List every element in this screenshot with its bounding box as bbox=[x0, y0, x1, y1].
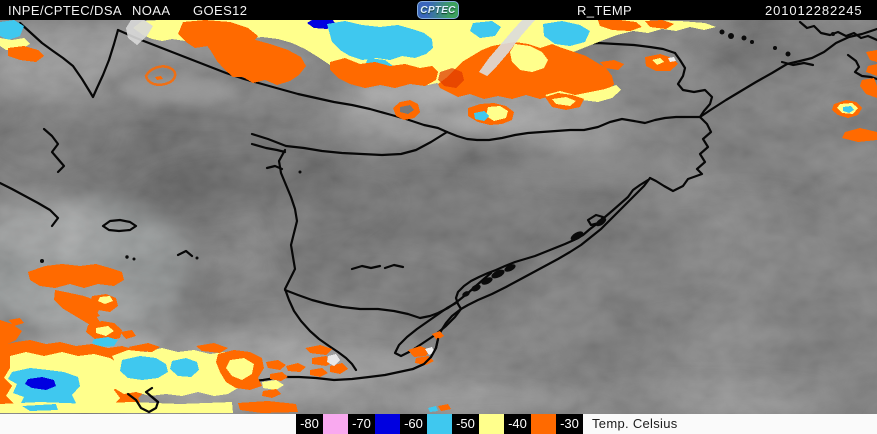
coastline-mid bbox=[648, 51, 714, 193]
legend-swatch bbox=[323, 414, 348, 434]
map-islands bbox=[40, 29, 835, 297]
agency-label: NOAA bbox=[132, 3, 171, 18]
legend-title: Temp. Celsius bbox=[592, 416, 678, 431]
timestamp-label: 201012282245 bbox=[765, 3, 863, 18]
river-fork bbox=[18, 21, 120, 99]
temperature-overlay bbox=[0, 20, 877, 413]
legend-label: -80 bbox=[296, 414, 323, 434]
brazil-uruguay-border bbox=[283, 271, 493, 320]
legend-label: -60 bbox=[400, 414, 427, 434]
satellite-label: GOES12 bbox=[193, 3, 248, 18]
uruguay-river-upper bbox=[250, 130, 449, 157]
legend-swatch bbox=[427, 414, 452, 434]
legend-bar: -80 -70 -60 -50 -40 -30 Temp. Celsius bbox=[0, 414, 877, 434]
legend-label: -70 bbox=[348, 414, 375, 434]
cptec-logo-text: CPTEC bbox=[420, 4, 456, 16]
temperature-legend: -80 -70 -60 -50 -40 -30 bbox=[296, 414, 583, 434]
lagoa-mirim bbox=[393, 301, 463, 358]
lagoon-inner-shore bbox=[454, 178, 650, 311]
legend-swatch bbox=[479, 414, 504, 434]
legend-swatch bbox=[375, 414, 400, 434]
source-label: INPE/CPTEC/DSA bbox=[8, 3, 122, 18]
lake-loop bbox=[101, 218, 138, 233]
state-border-north bbox=[445, 115, 702, 142]
uruguay-river bbox=[277, 148, 358, 372]
coastline-northeast bbox=[698, 27, 877, 119]
title-bar: INPE/CPTEC/DSA NOAA GOES12 CPTEC R_TEMP … bbox=[0, 0, 877, 20]
legend-label: -50 bbox=[452, 414, 479, 434]
product-label: R_TEMP bbox=[577, 3, 633, 18]
satellite-image bbox=[0, 20, 877, 420]
cptec-logo: CPTEC bbox=[417, 1, 459, 19]
map-overdraw bbox=[126, 337, 440, 414]
legend-label: -30 bbox=[556, 414, 583, 434]
legend-label: -40 bbox=[504, 414, 531, 434]
legend-swatch bbox=[531, 414, 556, 434]
